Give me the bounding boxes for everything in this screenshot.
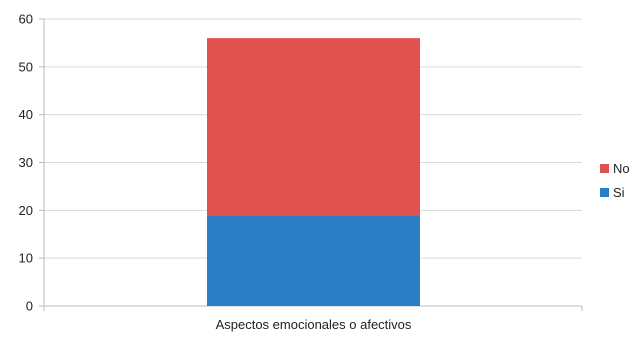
legend-label-no: No — [613, 161, 630, 176]
y-tick-label: 10 — [19, 251, 33, 266]
x-axis: Aspectos emocionales o afectivos — [43, 306, 583, 332]
bar-segment-si — [207, 215, 420, 306]
y-tick-label: 50 — [19, 59, 33, 74]
y-tick-label: 20 — [19, 203, 33, 218]
y-axis: 0 10 20 30 40 50 60 — [19, 12, 45, 314]
bar-segment-no — [207, 38, 420, 216]
legend-label-si: Si — [613, 185, 625, 200]
x-category-label: Aspectos emocionales o afectivos — [216, 317, 412, 332]
legend-swatch-no — [600, 164, 609, 173]
bars — [207, 38, 420, 306]
legend: No Si — [600, 161, 630, 200]
legend-swatch-si — [600, 188, 609, 197]
y-tick-label: 60 — [19, 12, 33, 27]
y-tick-label: 30 — [19, 155, 33, 170]
y-tick-label: 0 — [26, 299, 33, 314]
y-tick-label: 40 — [19, 107, 33, 122]
